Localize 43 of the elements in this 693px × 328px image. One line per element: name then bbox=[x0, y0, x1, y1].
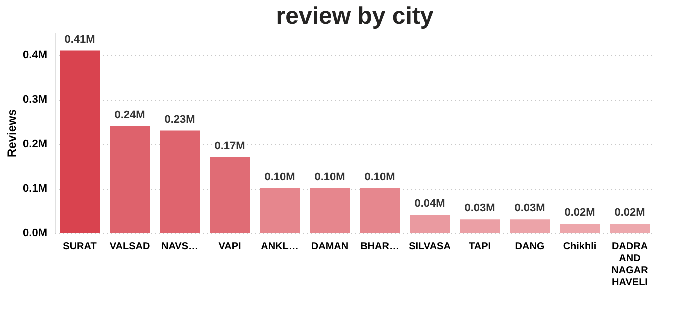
x-tick-label: SILVASA bbox=[409, 242, 451, 252]
y-tick-label: 0.2M bbox=[23, 138, 48, 151]
x-tick-label: VAPI bbox=[218, 242, 242, 252]
x-tick-label: SURAT bbox=[63, 242, 97, 252]
bar bbox=[510, 220, 550, 233]
data-label: 0.10M bbox=[264, 172, 296, 184]
bar bbox=[60, 50, 100, 233]
data-label: 0.10M bbox=[314, 172, 346, 184]
data-label: 0.23M bbox=[164, 114, 196, 126]
y-axis-title: Reviews bbox=[5, 109, 20, 158]
x-tick-label: DAMAN bbox=[311, 242, 349, 252]
x-tick-label: ANKL… bbox=[261, 242, 299, 252]
bar bbox=[210, 157, 250, 233]
bar bbox=[560, 224, 600, 233]
y-tick-label: 0.1M bbox=[23, 183, 48, 196]
bar bbox=[310, 188, 350, 233]
data-label: 0.04M bbox=[414, 198, 446, 210]
data-label: 0.03M bbox=[514, 202, 546, 215]
bar bbox=[110, 126, 150, 233]
bar bbox=[410, 215, 450, 233]
y-tick-label: 0.0M bbox=[23, 228, 48, 240]
data-label: 0.02M bbox=[564, 207, 596, 220]
bar bbox=[610, 224, 650, 233]
x-tick-label: Chikhli bbox=[563, 242, 597, 252]
data-label: 0.41M bbox=[64, 34, 96, 46]
data-label: 0.03M bbox=[464, 202, 496, 215]
bar bbox=[160, 130, 200, 233]
data-label: 0.02M bbox=[614, 207, 646, 220]
chart-title: review by city bbox=[276, 3, 434, 30]
y-tick-label: 0.3M bbox=[23, 94, 48, 106]
y-tick-label: 0.4M bbox=[23, 50, 48, 62]
x-tick-label: VALSAD bbox=[110, 242, 150, 252]
bar bbox=[260, 188, 300, 233]
x-tick-label: NAVS… bbox=[161, 242, 199, 252]
x-tick-label: DADRA AND NAGAR HAVELI bbox=[612, 242, 650, 288]
x-tick-label: BHAR… bbox=[360, 242, 400, 252]
x-tick-label: TAPI bbox=[468, 242, 492, 252]
data-label: 0.24M bbox=[114, 109, 146, 122]
data-label: 0.17M bbox=[214, 140, 246, 152]
x-tick-label: DANG bbox=[515, 242, 545, 252]
data-label: 0.10M bbox=[364, 172, 396, 184]
bar bbox=[360, 188, 400, 233]
bar bbox=[460, 220, 500, 233]
